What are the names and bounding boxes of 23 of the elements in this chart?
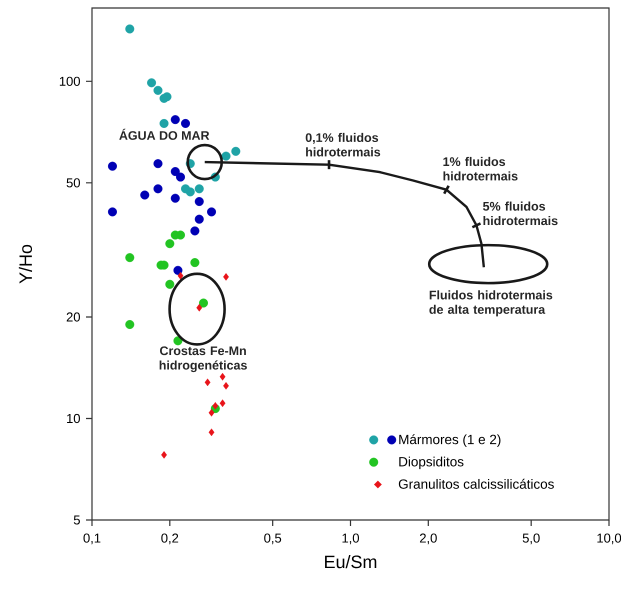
x-axis-title: Eu/Sm bbox=[325, 555, 376, 568]
x-tick-label: 5,0 bbox=[522, 534, 540, 544]
annotation: Fluidos hidrotermais de alta temperatura bbox=[429, 290, 552, 316]
x-tick-label: 0,1 bbox=[83, 534, 100, 544]
annotation: 5% fluidos hidrotermais bbox=[483, 202, 558, 226]
legend-label: Diopsiditos bbox=[399, 456, 464, 470]
x-tick-label: 0,2 bbox=[161, 534, 178, 544]
annotation: Crostas Fe-Mn hidrogenéticas bbox=[160, 346, 247, 372]
y-axis-title: Y/Ho bbox=[18, 244, 32, 284]
annotation: 0,1% fluidos hidrotermais bbox=[306, 132, 380, 156]
y-tick-label: 50 bbox=[66, 178, 80, 188]
annotation: ÁGUA DO MAR bbox=[119, 128, 210, 140]
x-tick-label: 2,0 bbox=[420, 534, 437, 544]
x-tick-label: 0,5 bbox=[264, 534, 282, 544]
x-tick-label: 10,0 bbox=[597, 534, 621, 544]
annotation: 1% fluidos hidrotermais bbox=[443, 156, 518, 181]
y-tick-label: 20 bbox=[66, 312, 80, 322]
legend-label: Granulitos calcissilicáticos bbox=[398, 478, 554, 489]
y-tick-label: 10 bbox=[67, 414, 80, 424]
x-tick-label: 1,0 bbox=[342, 534, 359, 544]
legend-label: Mármores (1 e 2) bbox=[399, 434, 500, 447]
y-tick-label: 100 bbox=[60, 76, 80, 86]
y-tick-label: 5 bbox=[74, 515, 80, 525]
